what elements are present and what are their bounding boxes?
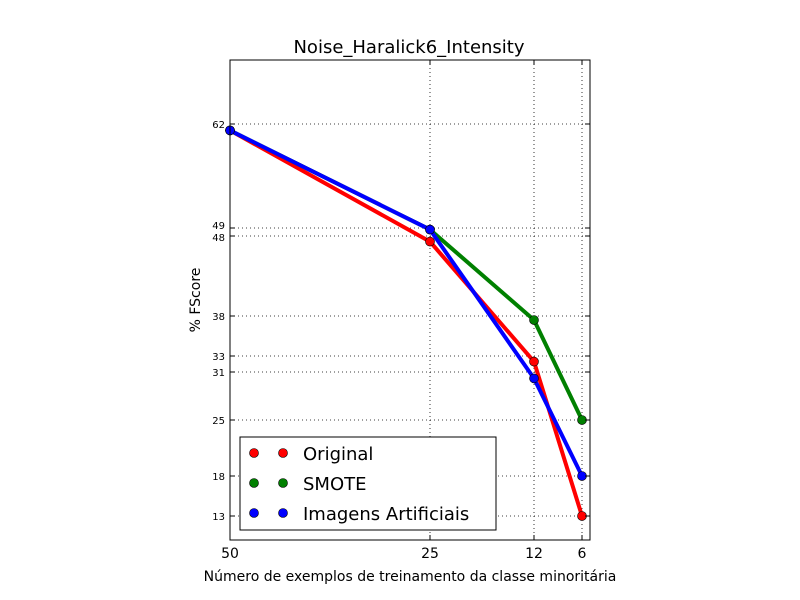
legend-marker (278, 478, 288, 488)
y-axis-label: % FScore (188, 268, 204, 333)
x-tick-label: 6 (578, 546, 587, 562)
legend-marker (278, 508, 288, 518)
series-line-imagens-artificiais (229, 128, 584, 477)
x-tick-label: 12 (525, 546, 543, 562)
x-tick-label: 50 (221, 546, 239, 562)
y-tick-label: 38 (212, 312, 225, 323)
legend-marker (249, 448, 259, 458)
legend-label: Imagens Artificiais (303, 504, 469, 525)
legend-marker (278, 448, 288, 458)
x-axis-label: Número de exemplos de treinamento da cla… (204, 569, 617, 585)
y-tick-label: 25 (212, 416, 225, 427)
data-point (425, 224, 435, 235)
y-tick-label: 31 (212, 368, 225, 379)
data-point (425, 236, 435, 247)
y-tick-label: 48 (212, 233, 225, 244)
data-point (529, 373, 539, 384)
data-point (529, 356, 539, 367)
y-tick-label: 13 (212, 512, 225, 523)
series-layer (225, 125, 587, 521)
y-tick-label: 49 (212, 221, 225, 232)
legend: Original SMOTE Imagens Artificiais (239, 436, 497, 531)
legend-marker (249, 508, 259, 518)
plot-area-frame (229, 59, 591, 541)
x-tick-label: 25 (421, 546, 439, 562)
series-line-smote (229, 128, 584, 421)
data-point (529, 315, 539, 325)
chart-title: Noise_Haralick6_Intensity (293, 37, 524, 58)
legend-marker (249, 478, 259, 488)
legend-label: SMOTE (303, 474, 367, 495)
y-tick-label: 33 (212, 352, 225, 363)
y-tick-label: 62 (212, 120, 225, 131)
legend-label: Original (303, 444, 373, 465)
y-tick-label: 18 (212, 472, 225, 483)
